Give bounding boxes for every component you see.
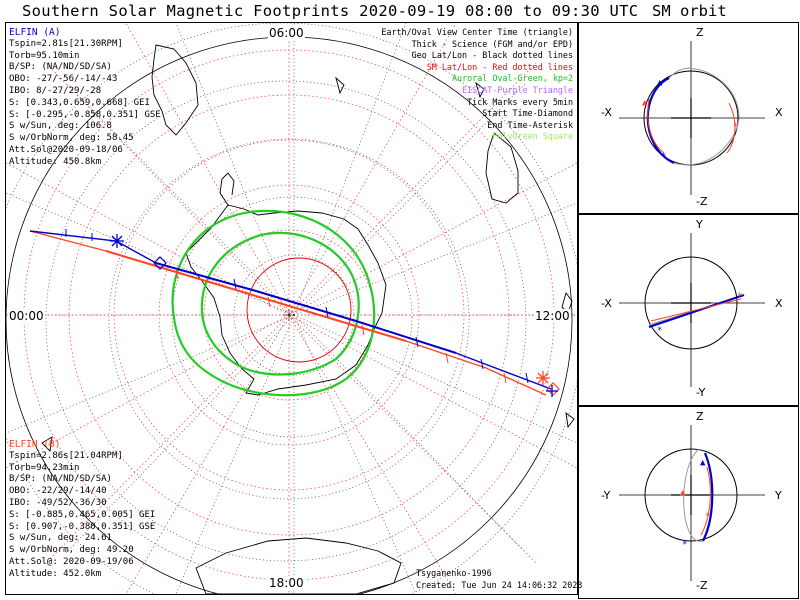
elfin-b-line: Altitude: 452.0km <box>9 568 102 579</box>
elfin-b-line: S: [0.907,-0.380,0.351] GSE <box>9 521 156 532</box>
orbit2-bottom-label: -Y <box>696 386 706 399</box>
elfin-b-line: Att.Sol@: 2020-09-19/06 <box>9 556 134 567</box>
elfin-a-line: Tspin=2.81s[21.30RPM] <box>9 38 123 49</box>
track-ticks-a <box>65 229 529 384</box>
mlt-label-right: 12:00 <box>534 309 571 323</box>
legend-item: Geo Lat/Lon - Black dotted lines <box>411 50 573 61</box>
legend-item: PolyGreen Square <box>492 131 573 142</box>
svg-text:▲: ▲ <box>680 488 686 498</box>
elfin-b-name: ELFIN (B) <box>9 439 61 450</box>
elfin-a-line: IBO: 8/-27/29/-28 <box>9 85 102 96</box>
elfin-a-info: ELFIN (A) Tspin=2.81s[21.30RPM] Torb=95.… <box>9 27 161 169</box>
orbit1-right-label: X <box>775 106 783 119</box>
elfin-a-end-marker-right <box>546 385 558 397</box>
elfin-a-line: B/SP: (NA/ND/SD/SA) <box>9 62 112 73</box>
elfin-b-line: OBO: -22/29/-14/40 <box>9 486 107 497</box>
elfin-a-line: OBO: -27/-56/-14/-43 <box>9 74 118 85</box>
svg-text:▲: ▲ <box>657 78 663 88</box>
elfin-b-line: S w/OrbNorm, deg: 49.20 <box>9 545 134 556</box>
orbit3-bottom-label: -Z <box>696 579 708 592</box>
track-ticks-b <box>175 268 507 384</box>
elfin-a-line: Altitude: 450.8km <box>9 156 102 167</box>
center-cross <box>283 309 295 321</box>
svg-text:▲: ▲ <box>700 458 706 468</box>
svg-text:*: * <box>657 326 662 336</box>
legend-item: Earth/Oval View Center Time (triangle) <box>381 27 573 37</box>
footprint-map <box>6 23 577 594</box>
footer: Tsyganenko-1996 Created: Tue Jun 24 14:0… <box>416 568 582 591</box>
auroral-oval <box>171 209 376 397</box>
orbit-title: SM orbit <box>652 2 727 20</box>
footer-created: Created: Tue Jun 24 14:06:32 2023 <box>416 579 583 590</box>
footprint-map-panel: 06:00 00:00 12:00 18:00 ELFIN (A) Tspin=… <box>5 22 582 595</box>
sm-grid <box>6 23 577 594</box>
svg-text:*: * <box>733 122 738 132</box>
legend-item: SM Lat/Lon - Red dotted lines <box>426 61 573 72</box>
elfin-a-end-asterisk <box>110 234 124 248</box>
orbit2-top-label: Y <box>696 218 703 231</box>
orbit3-right-label: Y <box>775 489 782 502</box>
elfin-a-line: S w/Sun, deg: 106.8 <box>9 121 112 132</box>
elfin-a-start-diamond <box>153 256 167 270</box>
elfin-b-end-asterisk <box>536 371 550 385</box>
legend-item: Tick Marks every 5min <box>467 96 573 107</box>
elfin-a-line: S: [-0.295,-0.858,0.351] GSE <box>9 109 161 120</box>
svg-text:*: * <box>737 292 742 302</box>
legend-item: Start Time-Diamond <box>482 108 573 119</box>
elfin-b-line: Tspin=2.86s[21.04RPM] <box>9 450 123 461</box>
legend-item: Auroral Oval-Green, kp=2 <box>451 73 573 84</box>
footer-model: Tsyganenko-1996 <box>416 568 492 578</box>
elfin-b-start-diamond <box>546 382 560 396</box>
elfin-a-track <box>29 230 552 390</box>
legend-item: Thick - Science (FGM and/or EPD) <box>411 38 573 49</box>
elfin-a-line: Att.Sol@2020-09-18/06 <box>9 144 123 155</box>
orbit1-left-label: -X <box>601 106 612 119</box>
orbit2-left-label: -X <box>601 297 612 310</box>
elfin-a-name: ELFIN (A) <box>9 27 61 38</box>
elfin-b-line: S w/Sun, deg: 24.61 <box>9 533 112 544</box>
orbit-panel-yz: ▲ ▲ * * Z -Z -Y Y <box>578 406 799 599</box>
elfin-a-line: S: [0.343,0.659,0.668] GEI <box>9 97 150 108</box>
elfin-a-line: Torb=95.10min <box>9 50 80 61</box>
elfin-b-line: IBO: -49/52/-36/30 <box>9 497 107 508</box>
orbit-plot-xz: ▲ * ▲ * <box>619 41 765 195</box>
svg-text:▲: ▲ <box>642 98 648 108</box>
svg-text:*: * <box>661 152 666 162</box>
elfin-a-line: S w/OrbNorm, deg: 58.45 <box>9 133 134 144</box>
sm-inner-circle <box>246 257 352 363</box>
legend: Earth/Oval View Center Time (triangle) T… <box>381 27 573 143</box>
elfin-b-track <box>29 230 547 396</box>
orbit1-top-label: Z <box>696 26 704 39</box>
mlt-label-top: 06:00 <box>268 26 305 40</box>
legend-item: EISCAT-Purple Triangle <box>462 84 573 95</box>
mlt-label-left: 00:00 <box>8 309 45 323</box>
orbit-plot-yz: ▲ ▲ * * <box>619 425 765 581</box>
elfin-b-info: ELFIN (B) Tspin=2.86s[21.04RPM] Torb=94.… <box>9 439 155 581</box>
orbit3-top-label: Z <box>696 410 704 423</box>
main-title: Southern Solar Magnetic Footprints 2020-… <box>22 2 639 20</box>
elfin-b-line: B/SP: (NA/ND/SD/SA) <box>9 474 112 485</box>
orbit-panel-xz: ▲ * ▲ * Z -Z -X X <box>578 22 799 214</box>
orbit3-left-label: -Y <box>601 489 611 502</box>
svg-text:*: * <box>705 512 710 522</box>
orbit-plot-xy: * * <box>619 233 765 387</box>
orbit1-bottom-label: -Z <box>696 195 708 208</box>
elfin-b-line: Torb=94.23min <box>9 462 80 473</box>
svg-text:*: * <box>682 540 687 550</box>
orbit2-right-label: X <box>775 297 783 310</box>
orbit-panel-xy: * * Y -Y -X X <box>578 214 799 406</box>
mlt-label-bottom: 18:00 <box>268 576 305 590</box>
elfin-b-line: S: [-0.885,0.465,0.005] GEI <box>9 509 156 520</box>
legend-item: End Time-Asterisk <box>487 119 573 130</box>
